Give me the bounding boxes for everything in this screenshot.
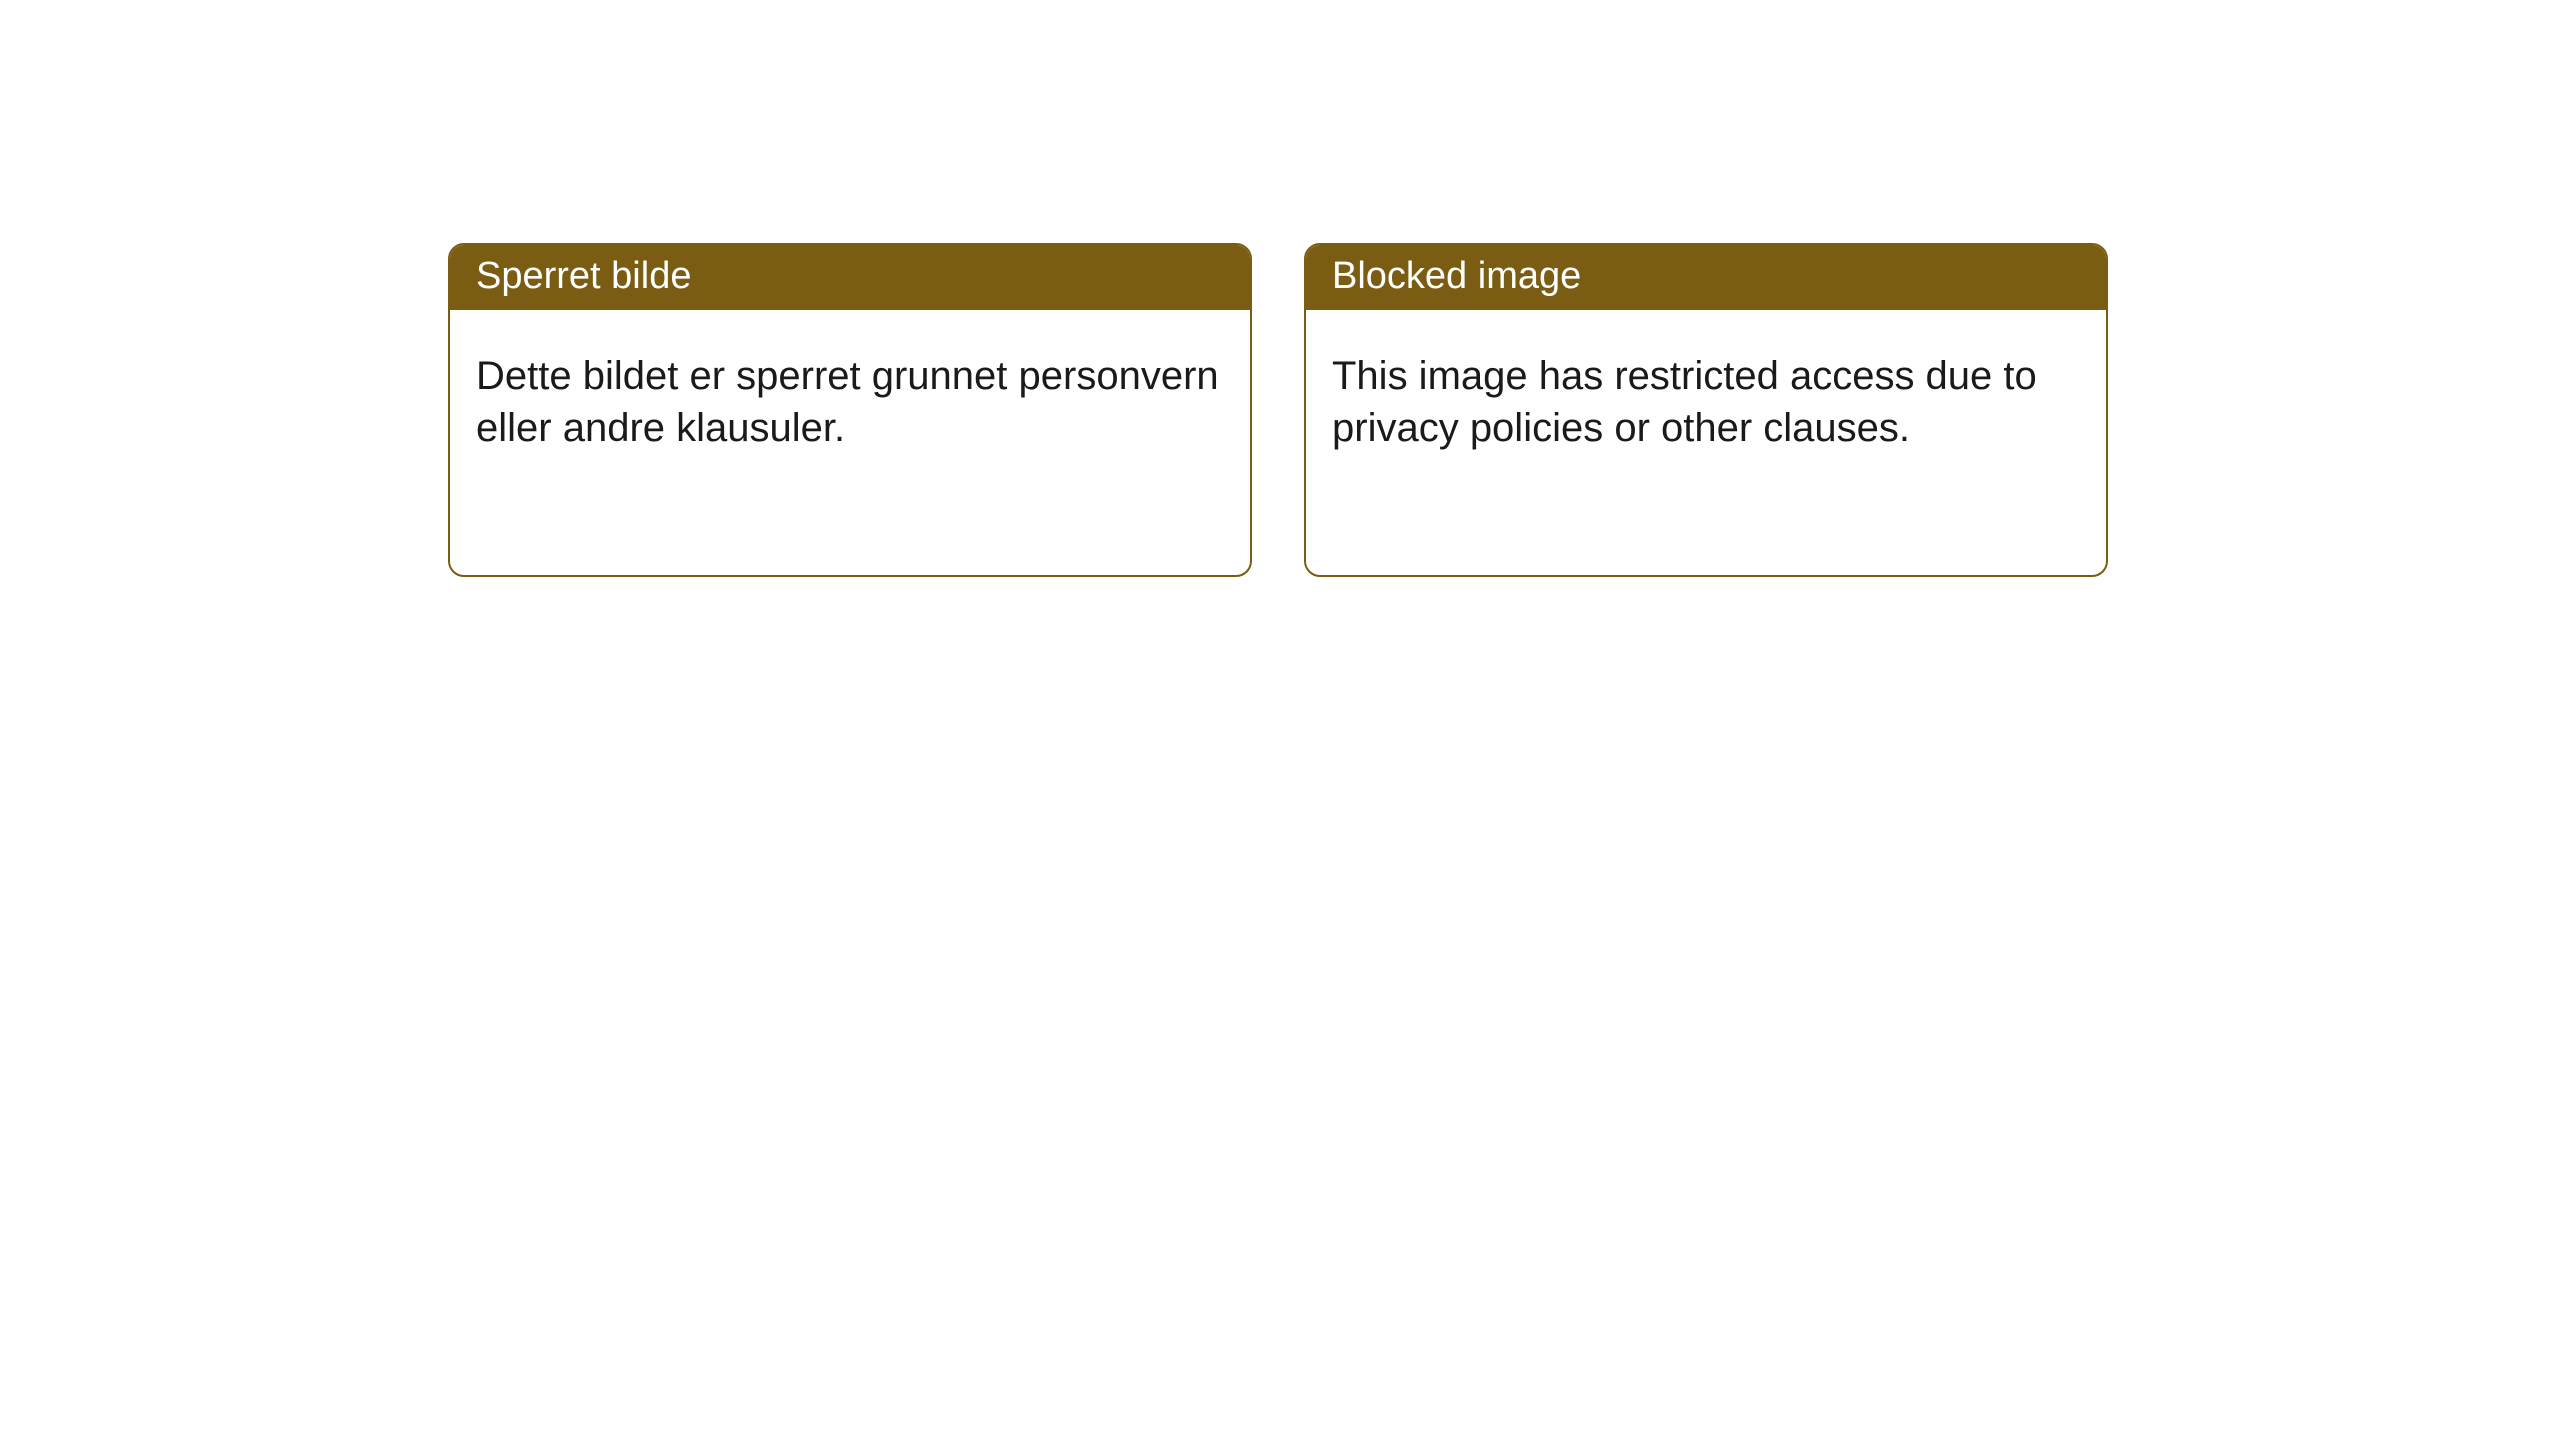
card-body-text: Dette bildet er sperret grunnet personve… <box>476 354 1219 450</box>
card-title: Blocked image <box>1332 255 1581 297</box>
card-header: Blocked image <box>1306 245 2106 310</box>
card-body-text: This image has restricted access due to … <box>1332 354 2037 450</box>
card-title: Sperret bilde <box>476 255 691 297</box>
notice-cards-container: Sperret bilde Dette bildet er sperret gr… <box>0 0 2560 577</box>
notice-card-english: Blocked image This image has restricted … <box>1304 243 2108 577</box>
card-body: This image has restricted access due to … <box>1306 310 2106 480</box>
card-body: Dette bildet er sperret grunnet personve… <box>450 310 1250 480</box>
card-header: Sperret bilde <box>450 245 1250 310</box>
notice-card-norwegian: Sperret bilde Dette bildet er sperret gr… <box>448 243 1252 577</box>
